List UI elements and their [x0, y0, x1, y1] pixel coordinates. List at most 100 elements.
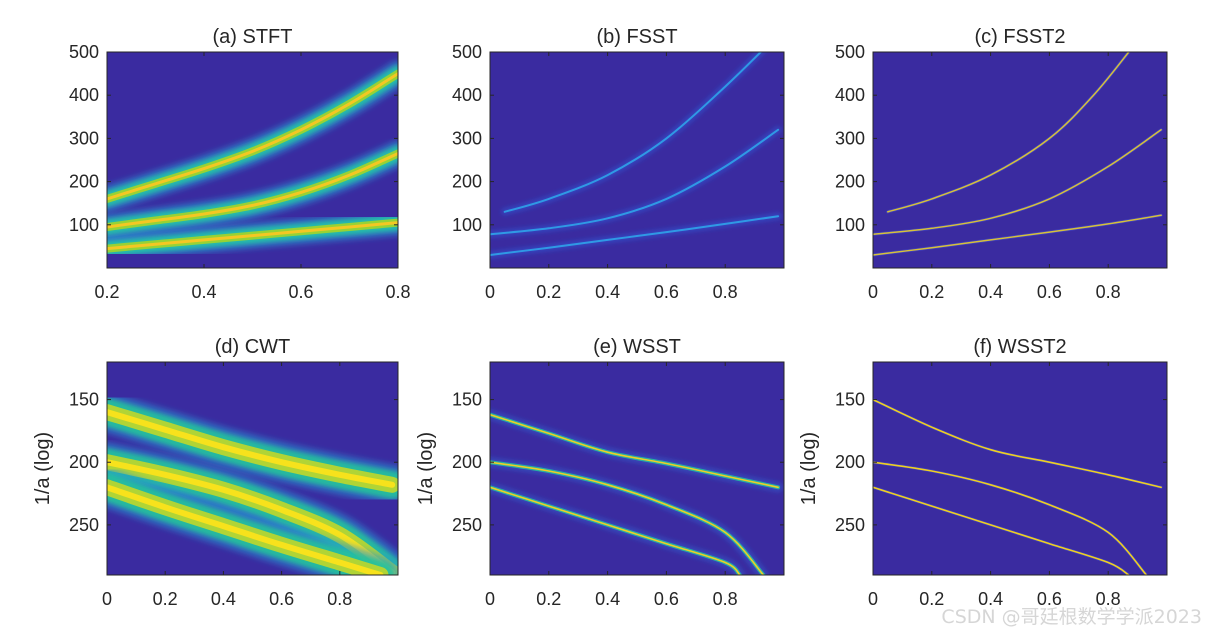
y-tick-label: 150 — [835, 390, 865, 410]
ridge-line — [873, 398, 1162, 489]
x-tick-label: 0.2 — [919, 589, 944, 609]
y-tick-label: 500 — [835, 42, 865, 62]
x-tick-label: 0 — [485, 282, 495, 302]
ridge-line — [107, 72, 398, 201]
ridge-line — [886, 52, 1130, 213]
ridge-d-2 — [107, 442, 398, 575]
panel-a: (a) STFT 0.2 0.4 0.6 0.8 100 200 300 400 500 — [69, 26, 411, 302]
y-tick-label: 400 — [69, 85, 99, 105]
y-tick-label: 150 — [452, 390, 482, 410]
axes-frame-b — [489, 51, 785, 269]
y-tick-label: 250 — [835, 515, 865, 535]
ridge-line — [490, 413, 779, 489]
chart-title-c: (c) FSST2 — [974, 26, 1065, 48]
x-tick-label: 0.4 — [978, 282, 1003, 302]
ridge-line — [490, 461, 765, 575]
x-tick-label: 0.2 — [536, 589, 561, 609]
y-tick-label: 500 — [452, 42, 482, 62]
y-tick-label: 300 — [69, 128, 99, 148]
x-tick-label: 0.4 — [595, 589, 620, 609]
x-tick-label: 0.6 — [288, 282, 313, 302]
x-tick-label: 0.8 — [1096, 282, 1121, 302]
chart-title-b: (b) FSST — [596, 26, 677, 48]
y-axis-label-e: 1/a (log) — [415, 432, 437, 505]
y-tick-label: 300 — [835, 128, 865, 148]
ridge-c-2 — [873, 128, 1163, 236]
x-tick-label: 0 — [102, 589, 112, 609]
y-tick-label: 400 — [452, 85, 482, 105]
ridge-line — [107, 459, 396, 575]
ridge-line — [490, 486, 741, 575]
ridge-a-1 — [107, 209, 398, 262]
y-tick-label: 100 — [69, 215, 99, 235]
ridge-e-3 — [490, 482, 745, 575]
x-tick-label: 0.2 — [919, 282, 944, 302]
x-tick-label: 0.4 — [211, 589, 236, 609]
x-tick-label: 0.8 — [327, 589, 352, 609]
x-tick-label: 0 — [868, 589, 878, 609]
ridge-line — [107, 409, 396, 488]
x-tick-label: 0.4 — [978, 589, 1003, 609]
ridge-e-1 — [490, 409, 784, 493]
ridge-line — [490, 215, 780, 256]
y-tick-label: 400 — [835, 85, 865, 105]
y-tick-label: 300 — [452, 128, 482, 148]
chart-title-f: (f) WSST2 — [973, 336, 1066, 358]
panel-d: (d) CWT 0 0.2 0.4 0.6 0.8 150 200 250 1/a (log) — [32, 336, 399, 609]
x-tick-label: 0.6 — [654, 589, 679, 609]
ridge-d-1 — [107, 392, 398, 505]
ridge-f-1 — [873, 398, 1163, 489]
ridge-line — [503, 52, 763, 213]
ridge-line — [107, 152, 398, 229]
x-tick-label: 0.4 — [595, 282, 620, 302]
ridge-d-3 — [107, 467, 398, 575]
ridge-b-1 — [490, 212, 782, 259]
axes-frame-f — [872, 361, 1168, 576]
chart-title-e: (e) WSST — [593, 336, 681, 358]
x-tick-label: 0.8 — [385, 282, 410, 302]
ridge-c-1 — [873, 213, 1163, 257]
ridge-line — [107, 221, 398, 251]
ridge-a-2 — [107, 140, 398, 240]
axes-frame-c — [872, 51, 1168, 269]
x-tick-label: 0.2 — [536, 282, 561, 302]
x-tick-label: 0.6 — [1037, 589, 1062, 609]
ridge-line — [107, 484, 384, 575]
x-tick-label: 0 — [485, 589, 495, 609]
y-tick-label: 250 — [452, 515, 482, 535]
y-tick-label: 100 — [835, 215, 865, 235]
axes-frame-a — [106, 51, 399, 269]
x-tick-label: 0.2 — [153, 589, 178, 609]
panel-c: (c) FSST2 0 0.2 0.4 0.6 0.8 100 200 300 400 500 — [835, 26, 1168, 302]
panel-b: (b) FSST 0 0.2 0.4 0.6 0.8 100 200 300 400 500 — [452, 26, 785, 302]
x-tick-label: 0.8 — [1096, 589, 1121, 609]
axes-frame-d — [106, 361, 399, 576]
y-axis-label-f: 1/a (log) — [798, 432, 820, 505]
x-tick-label: 0.4 — [191, 282, 216, 302]
ridge-f-3 — [873, 485, 1131, 575]
ridge-b-2 — [490, 126, 782, 238]
y-tick-label: 200 — [69, 452, 99, 472]
y-tick-label: 250 — [69, 515, 99, 535]
ridge-c-3 — [886, 52, 1131, 214]
chart-title-d: (d) CWT — [215, 336, 291, 358]
y-tick-label: 200 — [452, 452, 482, 472]
panel-f: (f) WSST2 0 0.2 0.4 0.6 0.8 150 200 250 1/a (log) — [798, 336, 1168, 609]
ridge-line — [873, 129, 1162, 236]
x-tick-label: 0.6 — [269, 589, 294, 609]
x-tick-label: 0.2 — [94, 282, 119, 302]
ridge-e-2 — [490, 457, 769, 575]
ridge-a-3 — [107, 60, 398, 212]
x-tick-label: 0.6 — [654, 282, 679, 302]
watermark: CSDN @哥廷根数学学派2023 — [941, 606, 1202, 628]
ridge-line — [873, 486, 1130, 575]
y-axis-label-d: 1/a (log) — [32, 432, 54, 505]
y-tick-label: 150 — [69, 390, 99, 410]
ridge-line — [873, 461, 1148, 575]
x-tick-label: 0 — [868, 282, 878, 302]
x-tick-label: 0.8 — [713, 589, 738, 609]
y-tick-label: 200 — [835, 172, 865, 192]
y-tick-label: 200 — [69, 172, 99, 192]
ridge-b-3 — [501, 52, 766, 216]
